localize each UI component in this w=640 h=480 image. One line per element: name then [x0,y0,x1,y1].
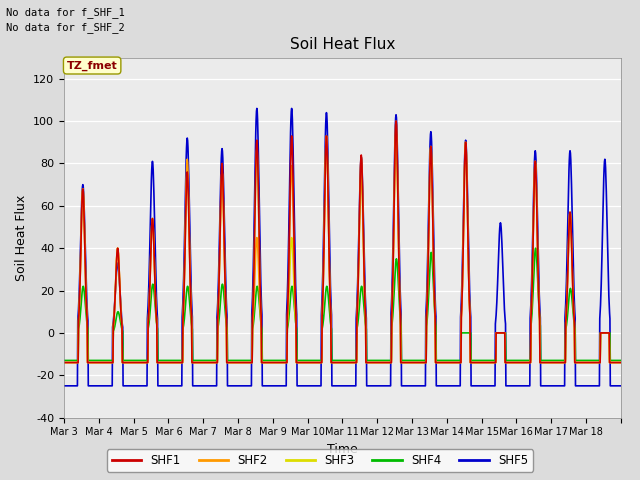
SHF5 [474,383,481,389]
Legend: SHF1, SHF2, SHF3, SHF4, SHF5: SHF1, SHF2, SHF3, SHF4, SHF5 [107,449,533,472]
SHF3 [147,243,155,249]
Line: SHF2: SHF2 [64,121,620,362]
Title: Soil Heat Flux: Soil Heat Flux [290,37,395,52]
SHF5 [147,190,155,196]
SHF1 [474,360,481,365]
SHF4 [474,358,481,363]
Line: SHF4: SHF4 [64,248,620,360]
X-axis label: Time: Time [327,443,358,456]
SHF3 [610,360,618,365]
SHF5 [610,383,618,389]
SHF3 [392,131,400,137]
SHF4 [328,326,335,332]
SHF5 [253,106,260,111]
SHF1 [328,360,335,365]
SHF2 [60,360,68,365]
SHF4 [610,358,618,363]
SHF5 [328,383,336,389]
SHF1 [392,118,400,124]
Text: TZ_fmet: TZ_fmet [67,60,118,71]
SHF4 [147,296,155,302]
Text: No data for f_SHF_2: No data for f_SHF_2 [6,22,125,33]
SHF4 [556,358,563,363]
SHF5 [60,383,68,389]
SHF4 [317,358,325,363]
SHF2 [328,360,335,365]
Y-axis label: Soil Heat Flux: Soil Heat Flux [15,194,28,281]
SHF3 [60,360,68,365]
SHF3 [328,360,335,365]
SHF2 [147,243,155,249]
Line: SHF3: SHF3 [64,134,620,362]
SHF2 [610,360,618,365]
SHF3 [616,360,624,365]
SHF5 [317,312,325,318]
SHF1 [556,360,563,365]
SHF5 [556,383,563,389]
SHF3 [556,360,563,365]
SHF1 [60,360,68,365]
SHF1 [616,360,624,365]
SHF4 [60,358,68,363]
SHF2 [616,360,624,365]
SHF5 [616,383,624,389]
SHF4 [532,245,540,251]
SHF2 [317,360,325,365]
SHF3 [317,360,325,365]
Line: SHF1: SHF1 [64,121,620,362]
SHF2 [392,118,400,124]
Line: SHF5: SHF5 [64,108,620,386]
SHF4 [616,358,624,363]
Text: No data for f_SHF_1: No data for f_SHF_1 [6,7,125,18]
SHF2 [474,360,481,365]
SHF1 [610,360,618,365]
SHF3 [474,360,481,365]
SHF1 [147,243,155,249]
SHF1 [317,360,325,365]
SHF2 [556,360,563,365]
